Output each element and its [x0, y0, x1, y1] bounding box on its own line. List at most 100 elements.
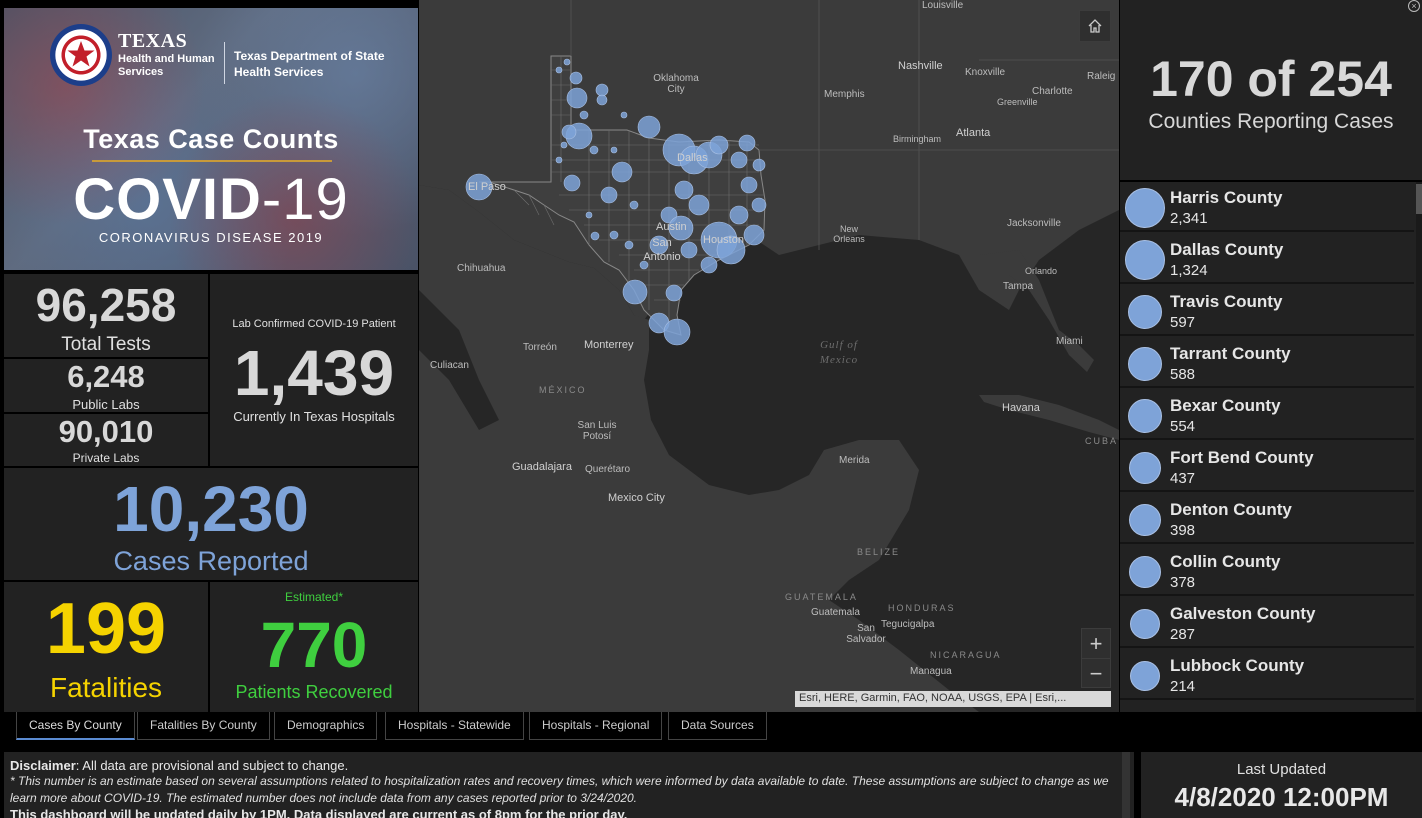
- county-list-item[interactable]: Collin County 378: [1120, 546, 1414, 596]
- zoom-controls: + −: [1081, 628, 1111, 688]
- map-label-miami: Miami: [1056, 336, 1083, 347]
- counties-reporting-label: Counties Reporting Cases: [1148, 110, 1394, 133]
- county-bubble-icon: [1125, 240, 1165, 280]
- county-list-item[interactable]: Bexar County 554: [1120, 390, 1414, 440]
- county-count: 588: [1170, 366, 1196, 383]
- total-tests-value: 96,258: [35, 279, 177, 331]
- map-label-guatemala: Guatemala: [811, 607, 860, 618]
- tab-fatalities-by-county[interactable]: Fatalities By County: [137, 712, 270, 740]
- map-label-san-salvador: San Salvador: [846, 623, 886, 645]
- covid-title: COVID-19: [4, 166, 418, 233]
- county-count: 214: [1170, 678, 1196, 695]
- county-list[interactable]: Harris County 2,341 Dallas County 1,324 …: [1120, 182, 1416, 712]
- tab-demographics[interactable]: Demographics: [274, 712, 378, 740]
- disclaimer-heading-rest: : All data are provisional and subject t…: [75, 758, 349, 773]
- header-banner: TEXAS Health and Human Services Texas De…: [4, 8, 418, 270]
- county-list-item[interactable]: Harris County 2,341: [1120, 182, 1414, 232]
- map-label-guadalajara: Guadalajara: [512, 461, 572, 473]
- map-label-tampa: Tampa: [1003, 281, 1034, 292]
- map-label-houston: Houston: [703, 234, 744, 246]
- tab-hospitals-statewide[interactable]: Hospitals - Statewide: [385, 712, 524, 740]
- cases-panel: 10,230 Cases Reported: [4, 468, 418, 580]
- county-list-item[interactable]: Galveston County 287: [1120, 598, 1414, 648]
- counties-reporting-panel: × 170 of 254 Counties Reporting Cases: [1120, 0, 1422, 180]
- recovered-panel: Estimated* 770 Patients Recovered: [210, 582, 418, 712]
- covid-number: -19: [261, 167, 349, 232]
- banner-rule: [92, 160, 332, 162]
- map-label-greenville: Greenville: [997, 97, 1038, 107]
- disclaimer-scrollbar[interactable]: [1122, 752, 1130, 818]
- county-bubble-icon: [1129, 452, 1161, 484]
- county-bubble-icon: [1129, 504, 1161, 536]
- hhs-texas-text: TEXAS: [118, 30, 188, 52]
- total-tests-panel: 96,258 Total Tests: [4, 274, 208, 357]
- banner-title: Texas Case Counts: [83, 124, 339, 154]
- recovered-label: Patients Recovered: [235, 682, 393, 702]
- map-label-honduras: HONDURAS: [888, 603, 956, 613]
- total-tests-label: Total Tests: [61, 334, 151, 355]
- recovered-estimated-note: Estimated*: [284, 590, 344, 604]
- tab-data-sources[interactable]: Data Sources: [668, 712, 767, 740]
- map-label-tegucigalpa: Tegucigalpa: [881, 619, 935, 630]
- map-label-memphis: Memphis: [824, 89, 865, 100]
- county-name: Tarrant County: [1170, 344, 1291, 363]
- tab-cases-by-county[interactable]: Cases By County: [16, 712, 135, 740]
- map-label-queretaro: Querétaro: [585, 464, 631, 475]
- tab-hospitals-regional[interactable]: Hospitals - Regional: [529, 712, 663, 740]
- county-name: Collin County: [1170, 552, 1281, 571]
- zoom-in-button[interactable]: +: [1082, 629, 1110, 659]
- private-labs-panel: 90,010 Private Labs: [4, 414, 208, 466]
- map-attribution[interactable]: Esri, HERE, Garmin, FAO, NOAA, USGS, EPA…: [795, 691, 1111, 707]
- county-list-item[interactable]: Dallas County 1,324: [1120, 234, 1414, 284]
- map-label-louisville: Louisville: [922, 0, 964, 11]
- map-label-new-orleans: New Orleans: [833, 224, 865, 244]
- dashboard-tabs: Cases By County Fatalities By County Dem…: [0, 712, 1422, 742]
- county-name: Fort Bend County: [1170, 448, 1314, 467]
- county-bubble-icon: [1128, 295, 1162, 329]
- fatalities-value: 199: [45, 589, 167, 669]
- map-label-atlanta: Atlanta: [956, 127, 991, 139]
- map-label-nicaragua: NICARAGUA: [930, 650, 1002, 660]
- map-label-cuba: CUBA: [1085, 436, 1119, 446]
- cases-label: Cases Reported: [113, 546, 309, 576]
- county-count: 597: [1170, 314, 1196, 331]
- county-list-item[interactable]: Tarrant County 588: [1120, 338, 1414, 388]
- disclaimer-bold: Disclaimer: [10, 758, 76, 773]
- hhs-subtitle: Health and Human Services: [118, 53, 215, 78]
- map-label-san-luis-potosi: San Luis Potosí: [577, 420, 617, 442]
- disease-subtitle: CORONAVIRUS DISEASE 2019: [98, 230, 324, 245]
- left-stats-column: TEXAS Health and Human Services Texas De…: [0, 0, 420, 712]
- county-list-scroll-thumb[interactable]: [1416, 184, 1422, 214]
- county-list-item[interactable]: Lubbock County 214: [1120, 650, 1414, 700]
- fatalities-label: Fatalities: [49, 672, 163, 703]
- county-list-item[interactable]: Denton County 398: [1120, 494, 1414, 544]
- covid-word: COVID: [73, 167, 262, 232]
- close-icon[interactable]: ×: [1408, 0, 1420, 12]
- public-labs-panel: 6,248 Public Labs: [4, 359, 208, 412]
- fatalities-panel: 199 Fatalities: [4, 582, 208, 712]
- map-label-austin: Austin: [656, 221, 687, 233]
- map-label-merida: Merida: [839, 455, 870, 466]
- county-name: Harris County: [1170, 188, 1283, 207]
- county-name: Travis County: [1170, 292, 1283, 311]
- county-count: 554: [1170, 418, 1196, 435]
- home-button[interactable]: [1079, 10, 1111, 42]
- county-count: 398: [1170, 522, 1196, 539]
- disclaimer-panel: Disclaimer: All data are provisional and…: [4, 752, 1134, 818]
- map-label-oklahoma-city: Oklahoma City: [653, 73, 699, 95]
- case-map[interactable]: Louisville Nashville Knoxville Raleig Ok…: [419, 0, 1119, 712]
- county-list-item[interactable]: Travis County 597: [1120, 286, 1414, 336]
- county-name: Galveston County: [1170, 604, 1316, 623]
- county-count: 437: [1170, 470, 1196, 487]
- county-list-scrollbar[interactable]: [1416, 182, 1422, 712]
- disclaimer-estimate-note: * This number is an estimate based on se…: [10, 774, 1109, 805]
- disclaimer-update-note: This dashboard will be updated daily by …: [10, 807, 628, 818]
- map-label-chihuahua: Chihuahua: [457, 263, 506, 274]
- map-label-torreon: Torreón: [523, 342, 557, 353]
- zoom-out-button[interactable]: −: [1089, 661, 1103, 686]
- map-label-monterrey: Monterrey: [584, 339, 634, 351]
- map-label-knoxville: Knoxville: [965, 67, 1006, 78]
- private-labs-value: 90,010: [58, 414, 154, 449]
- county-list-item[interactable]: Fort Bend County 437: [1120, 442, 1414, 492]
- counties-reporting-value: 170 of 254: [1150, 51, 1392, 107]
